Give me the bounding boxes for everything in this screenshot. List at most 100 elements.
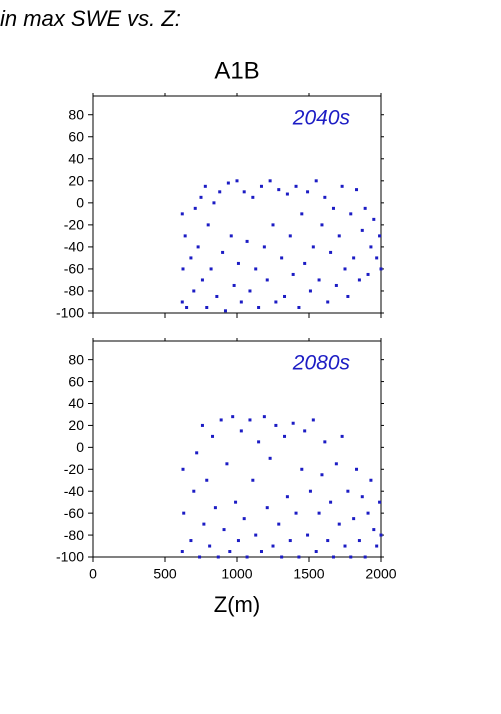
x-tick-label: 0 xyxy=(89,566,97,582)
data-point xyxy=(268,179,272,183)
data-point xyxy=(229,234,233,238)
data-point xyxy=(329,250,333,254)
data-point xyxy=(360,228,364,232)
data-point xyxy=(198,555,202,559)
data-point xyxy=(245,555,249,559)
data-point xyxy=(209,267,213,271)
y-tick-label: -20 xyxy=(64,217,84,233)
data-point xyxy=(239,429,243,433)
data-point xyxy=(239,300,243,304)
data-point xyxy=(285,192,289,196)
y-tick-label: -40 xyxy=(64,239,84,255)
x-tick-label: 2000 xyxy=(365,566,396,582)
data-point xyxy=(280,256,284,260)
data-point xyxy=(180,550,184,554)
data-point xyxy=(183,234,187,238)
data-point xyxy=(218,190,222,194)
data-point xyxy=(326,300,330,304)
data-point xyxy=(285,495,289,499)
data-point xyxy=(195,451,199,455)
data-point xyxy=(213,506,217,510)
chart-title: in max SWE vs. Z: xyxy=(0,6,181,31)
data-point xyxy=(288,539,292,543)
data-point xyxy=(216,555,220,559)
data-point xyxy=(223,309,227,313)
data-point xyxy=(251,478,255,482)
data-point xyxy=(181,467,185,471)
annotation: 2080s xyxy=(292,352,351,375)
data-point xyxy=(192,289,196,293)
data-point xyxy=(182,511,186,515)
data-point xyxy=(306,533,310,537)
data-point xyxy=(320,223,324,227)
data-point xyxy=(185,305,189,309)
data-point xyxy=(200,423,204,427)
y-tick-label: 60 xyxy=(68,373,84,389)
data-point xyxy=(242,517,246,521)
data-point xyxy=(180,212,184,216)
data-point xyxy=(274,300,278,304)
data-point xyxy=(369,245,373,249)
y-tick-label: 80 xyxy=(68,106,84,122)
data-point xyxy=(340,184,344,188)
data-point xyxy=(378,500,382,504)
data-point xyxy=(236,539,240,543)
data-point xyxy=(193,206,197,210)
data-point xyxy=(372,217,376,221)
y-tick-label: -80 xyxy=(64,283,84,299)
data-point xyxy=(259,184,263,188)
y-tick-label: -80 xyxy=(64,527,84,543)
data-point xyxy=(202,522,206,526)
data-point xyxy=(355,467,359,471)
data-point xyxy=(294,184,298,188)
data-point xyxy=(283,434,287,438)
data-point xyxy=(320,473,324,477)
data-point xyxy=(303,261,307,265)
data-point xyxy=(311,245,315,249)
y-tick-label: 20 xyxy=(68,417,84,433)
y-tick-label: -60 xyxy=(64,261,84,277)
chart-subtitle: A1B xyxy=(214,57,259,84)
data-point xyxy=(189,539,193,543)
data-point xyxy=(268,456,272,460)
data-point xyxy=(357,278,361,282)
data-point xyxy=(234,500,238,504)
data-point xyxy=(257,440,261,444)
data-point xyxy=(346,489,350,493)
y-tick-label: 20 xyxy=(68,173,84,189)
data-point xyxy=(283,294,287,298)
data-point xyxy=(280,555,284,559)
data-point xyxy=(378,234,382,238)
data-point xyxy=(323,195,327,199)
data-point xyxy=(314,179,318,183)
y-tick-label: 0 xyxy=(76,439,84,455)
data-point xyxy=(366,511,370,515)
data-point xyxy=(337,522,341,526)
data-point xyxy=(357,539,361,543)
data-point xyxy=(297,305,301,309)
data-point xyxy=(277,188,281,192)
data-point xyxy=(205,478,209,482)
data-point xyxy=(226,181,230,185)
data-point xyxy=(219,418,223,422)
data-point xyxy=(379,267,383,271)
data-point xyxy=(375,544,379,548)
data-point xyxy=(222,528,226,532)
data-point xyxy=(225,462,229,466)
data-point xyxy=(254,267,258,271)
data-point xyxy=(363,555,367,559)
data-point xyxy=(326,539,330,543)
data-point xyxy=(200,278,204,282)
data-point xyxy=(311,418,315,422)
data-point xyxy=(221,250,225,254)
data-point xyxy=(337,234,341,238)
data-point xyxy=(251,195,255,199)
y-tick-label: 40 xyxy=(68,150,84,166)
data-point xyxy=(346,294,350,298)
data-point xyxy=(228,550,232,554)
data-point xyxy=(294,511,298,515)
data-point xyxy=(271,544,275,548)
data-point xyxy=(262,245,266,249)
data-point xyxy=(181,267,185,271)
